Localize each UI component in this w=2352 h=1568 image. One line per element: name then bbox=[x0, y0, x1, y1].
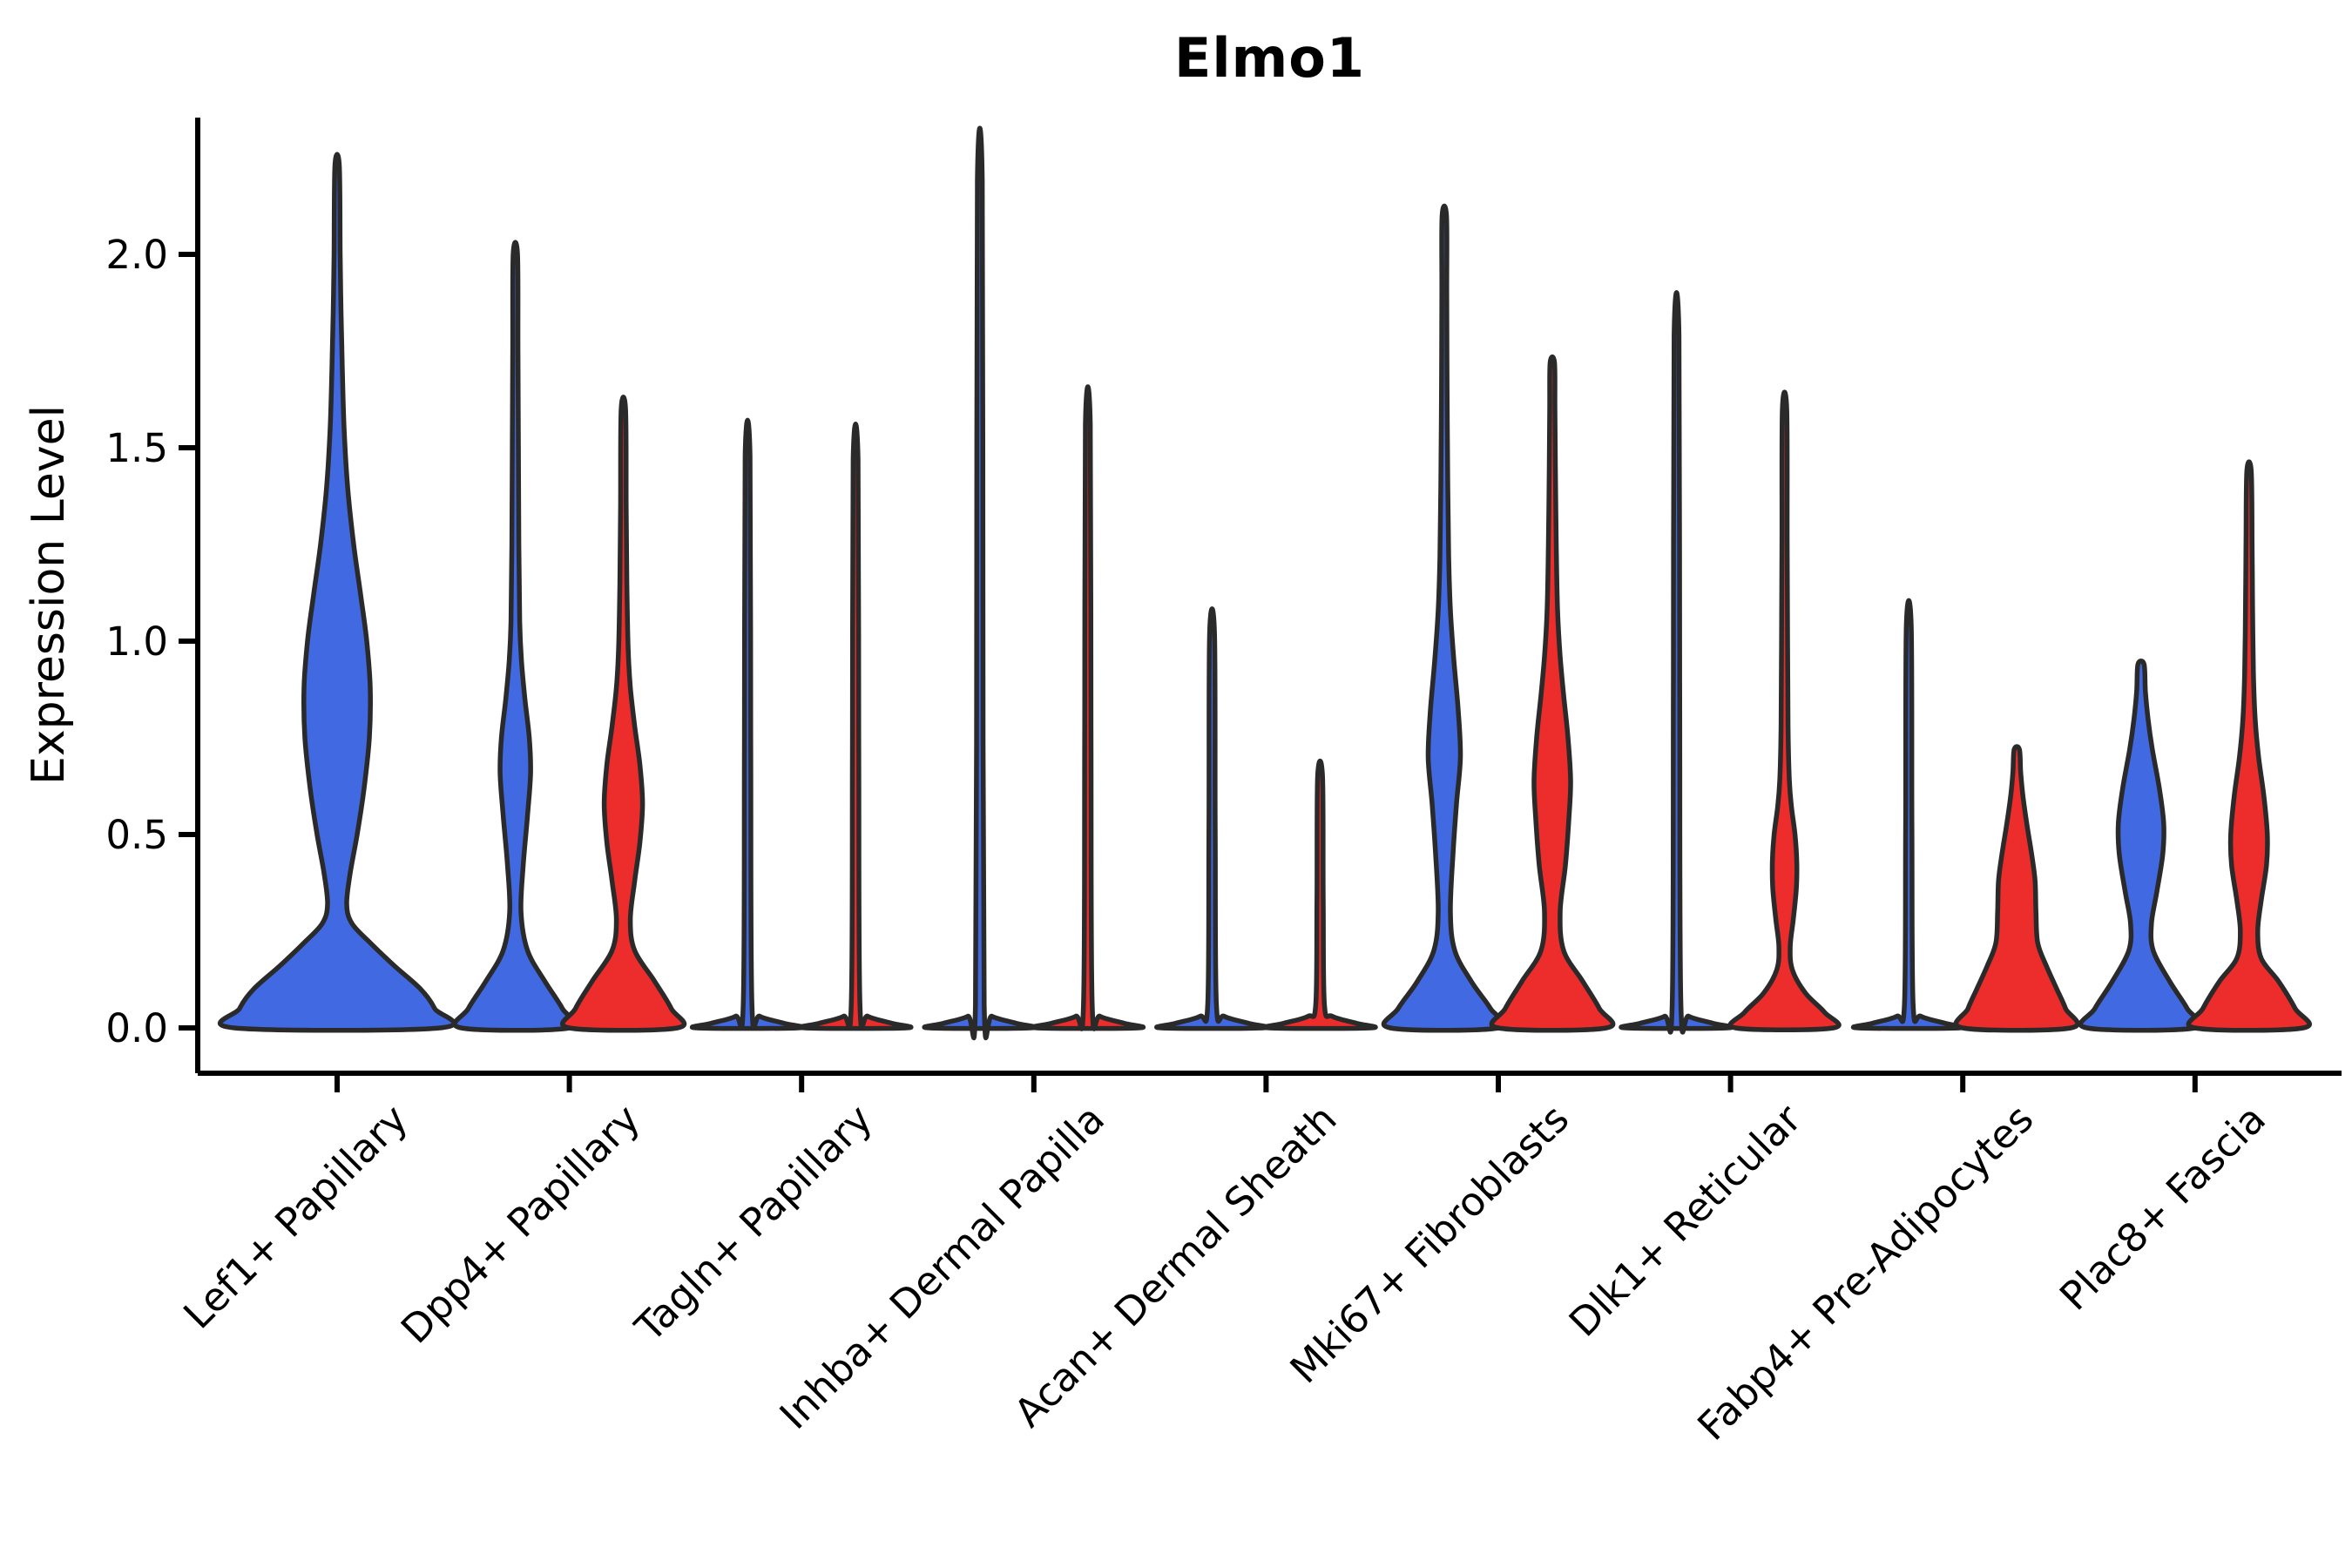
x-category-label: Dlk1+ Reticular bbox=[1560, 1095, 1810, 1345]
x-category-label: Plac8+ Fascia bbox=[2051, 1096, 2274, 1320]
violin-mki67-fibroblasts-blue bbox=[1381, 203, 1508, 1033]
violin-inhba-dermal-papilla-red bbox=[1030, 384, 1146, 1031]
y-tick-label: 1.0 bbox=[105, 618, 168, 665]
violin-plac8-fascia-blue bbox=[2078, 659, 2204, 1033]
x-category-label: Lef1+ Papillary bbox=[174, 1096, 416, 1338]
violin-lef1-papillary-blue bbox=[217, 152, 457, 1033]
violin-plac8-fascia-red bbox=[2186, 459, 2312, 1033]
y-tick-label: 0.0 bbox=[105, 1005, 168, 1051]
violin-dlk1-reticular-red bbox=[1727, 389, 1842, 1032]
violin-dpp4-papillary-blue bbox=[452, 240, 578, 1033]
violin-tagln-papillary-red bbox=[797, 422, 914, 1031]
violin-fabp4-pre-adipocytes-red bbox=[1953, 744, 2080, 1033]
violin-tagln-papillary-blue bbox=[689, 417, 806, 1031]
violin-acan-dermal-sheath-red bbox=[1262, 758, 1378, 1031]
chart-title: Elmo1 bbox=[1174, 26, 1365, 90]
y-tick-label: 2.0 bbox=[105, 232, 168, 278]
violin-acan-dermal-sheath-blue bbox=[1154, 606, 1270, 1031]
y-tick-label: 1.5 bbox=[105, 425, 168, 471]
violin-dpp4-papillary-red bbox=[560, 394, 687, 1033]
violin-fabp4-pre-adipocytes-blue bbox=[1850, 598, 1967, 1031]
x-category-label: Tagln+ Papillary bbox=[625, 1096, 881, 1351]
violin-dlk1-reticular-blue bbox=[1619, 290, 1734, 1035]
y-tick-label: 0.5 bbox=[105, 812, 168, 858]
violin-inhba-dermal-papilla-blue bbox=[922, 125, 1038, 1041]
x-category-label: Dpp4+ Papillary bbox=[392, 1096, 649, 1353]
violin-mki67-fibroblasts-red bbox=[1489, 354, 1616, 1033]
